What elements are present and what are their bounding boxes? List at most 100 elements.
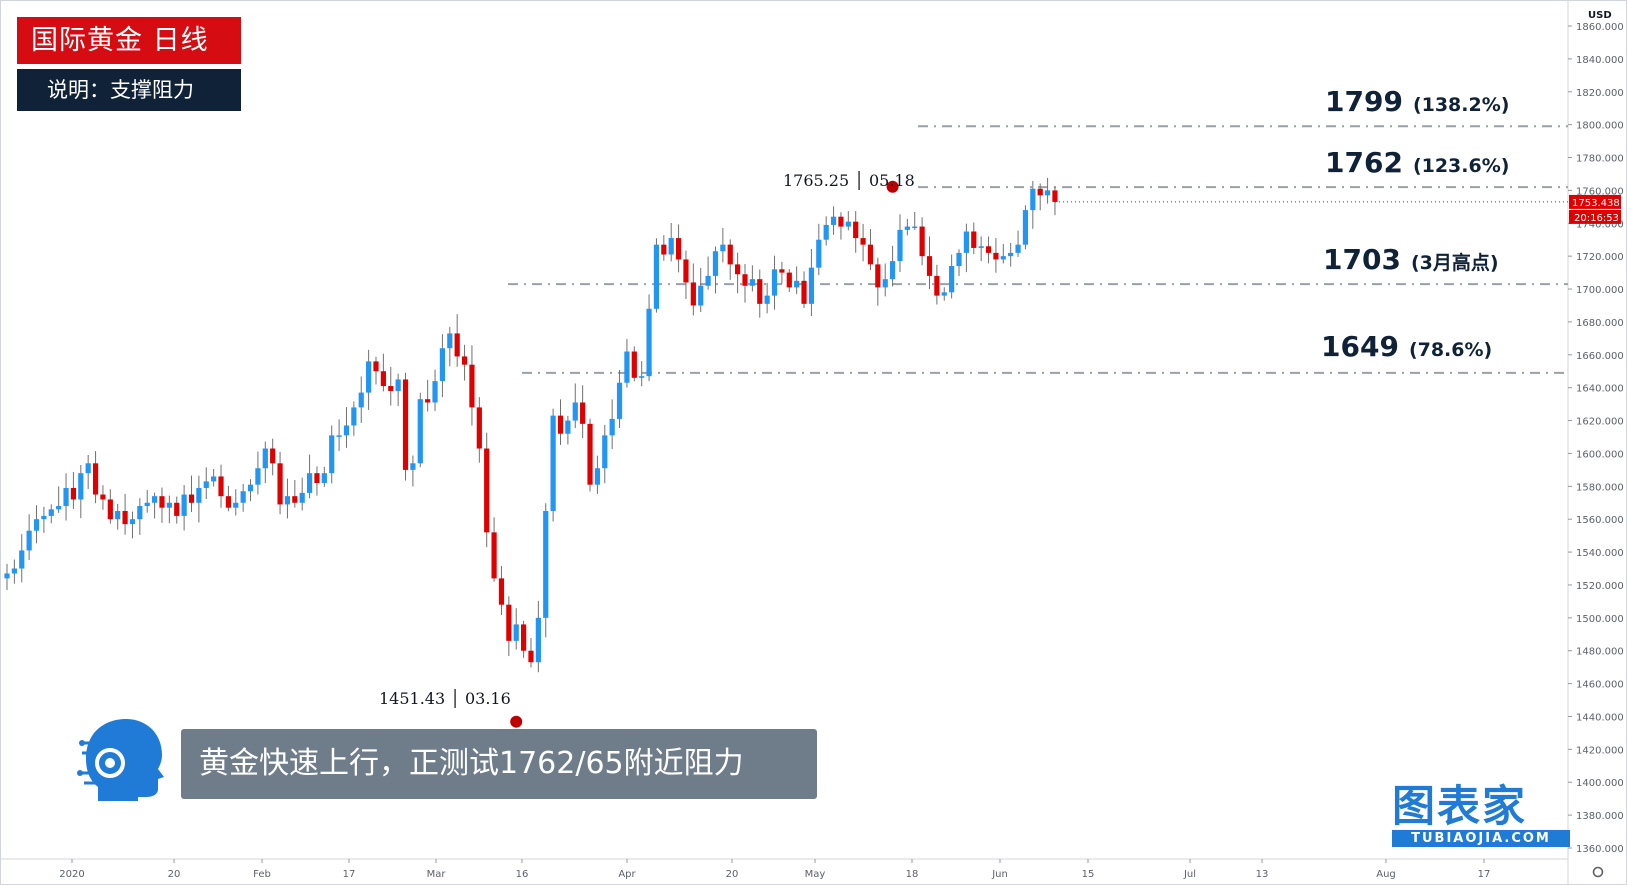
candle-body <box>402 379 409 470</box>
x-tick-label: Jun <box>991 869 1008 880</box>
candle <box>668 223 674 262</box>
candle-body <box>867 244 874 265</box>
candle-body <box>668 238 674 255</box>
level-note: (123.6%) <box>1412 155 1510 177</box>
candle-body <box>469 364 475 408</box>
candle-body <box>853 221 859 239</box>
candle <box>174 496 180 524</box>
candle <box>129 511 136 539</box>
candle <box>897 214 903 272</box>
candle <box>602 424 608 484</box>
level-note: (138.2%) <box>1412 94 1510 116</box>
candle <box>720 227 726 263</box>
candle <box>292 480 298 508</box>
candle-body <box>624 351 630 383</box>
candle-body <box>343 425 350 436</box>
candle-body <box>528 650 534 663</box>
candle <box>557 399 564 445</box>
candle <box>1052 186 1058 216</box>
candle <box>255 451 261 495</box>
candle <box>484 432 490 548</box>
x-tick-label: 20 <box>726 869 739 880</box>
candles <box>4 177 1058 673</box>
chart-title: 国际黄金 日线 <box>17 17 241 64</box>
candle <box>587 418 593 492</box>
candle-body <box>137 506 143 520</box>
candle <box>1022 205 1029 250</box>
candle-body <box>92 463 99 495</box>
candle-body <box>247 484 254 492</box>
y-tick-label: 1660.000 <box>1576 351 1624 362</box>
candle-body <box>174 502 180 516</box>
countdown-label: 20:16:53 <box>1574 213 1619 224</box>
candle-body <box>912 226 918 229</box>
candle-body <box>838 216 844 227</box>
candle <box>358 376 364 423</box>
level-label-1799: 1799 (138.2%) <box>1325 85 1509 118</box>
candle-body <box>1052 190 1058 202</box>
candle <box>639 361 645 387</box>
candle <box>882 263 888 297</box>
candle-body <box>78 473 84 500</box>
low-marker <box>510 715 523 728</box>
level-value: 1649 <box>1321 330 1399 363</box>
candle-body <box>410 463 416 470</box>
candle-body <box>432 381 438 403</box>
candle-body <box>284 496 291 505</box>
x-tick-label: 15 <box>1082 869 1095 880</box>
y-tick-label: 1400.000 <box>1576 778 1624 789</box>
candle <box>853 211 859 253</box>
candle <box>786 269 792 293</box>
candle-body <box>963 231 969 253</box>
candle <box>646 294 652 382</box>
candle <box>779 261 785 284</box>
candle-body <box>506 604 512 641</box>
x-tick-label: Feb <box>253 869 271 880</box>
candle-body <box>152 496 158 503</box>
candle <box>85 454 91 490</box>
candle-body <box>904 226 910 230</box>
x-tick-label: 16 <box>516 869 529 880</box>
candle-body <box>299 492 305 503</box>
candle-body <box>70 487 77 500</box>
candle-body <box>329 435 335 474</box>
candle <box>56 486 62 513</box>
candle <box>594 455 600 494</box>
candle <box>801 271 807 309</box>
y-tick-label: 1780.000 <box>1576 154 1624 165</box>
candle-body <box>639 376 645 378</box>
candle-body <box>498 578 505 605</box>
candle <box>912 211 918 230</box>
candle <box>1000 244 1006 264</box>
candle <box>749 265 755 292</box>
candle-body <box>1000 256 1006 260</box>
candle-body <box>255 468 261 485</box>
candle <box>351 401 357 436</box>
candle <box>159 487 165 523</box>
candle-body <box>166 502 172 508</box>
candle-body <box>594 468 600 485</box>
candle <box>771 255 778 310</box>
candle-body <box>56 506 62 510</box>
candle-body <box>26 530 32 551</box>
candle <box>277 451 283 515</box>
y-tick-label: 1360.000 <box>1576 844 1624 855</box>
candle <box>616 369 623 428</box>
candle <box>1044 177 1051 204</box>
candle-body <box>875 264 881 288</box>
x-tick-label: Mar <box>427 869 447 880</box>
candle-body <box>609 418 615 436</box>
candle-body <box>521 624 527 651</box>
y-tick-label: 1760.000 <box>1576 186 1624 197</box>
x-tick-label: 13 <box>1256 869 1269 880</box>
candle-body <box>882 279 888 288</box>
candle-body <box>188 494 195 503</box>
candle <box>225 485 231 512</box>
candle-body <box>306 473 313 493</box>
y-tick-label: 1680.000 <box>1576 318 1624 329</box>
candle-body <box>33 519 40 531</box>
candle-body <box>144 502 150 507</box>
candle-body <box>771 269 778 296</box>
candle <box>727 239 733 280</box>
